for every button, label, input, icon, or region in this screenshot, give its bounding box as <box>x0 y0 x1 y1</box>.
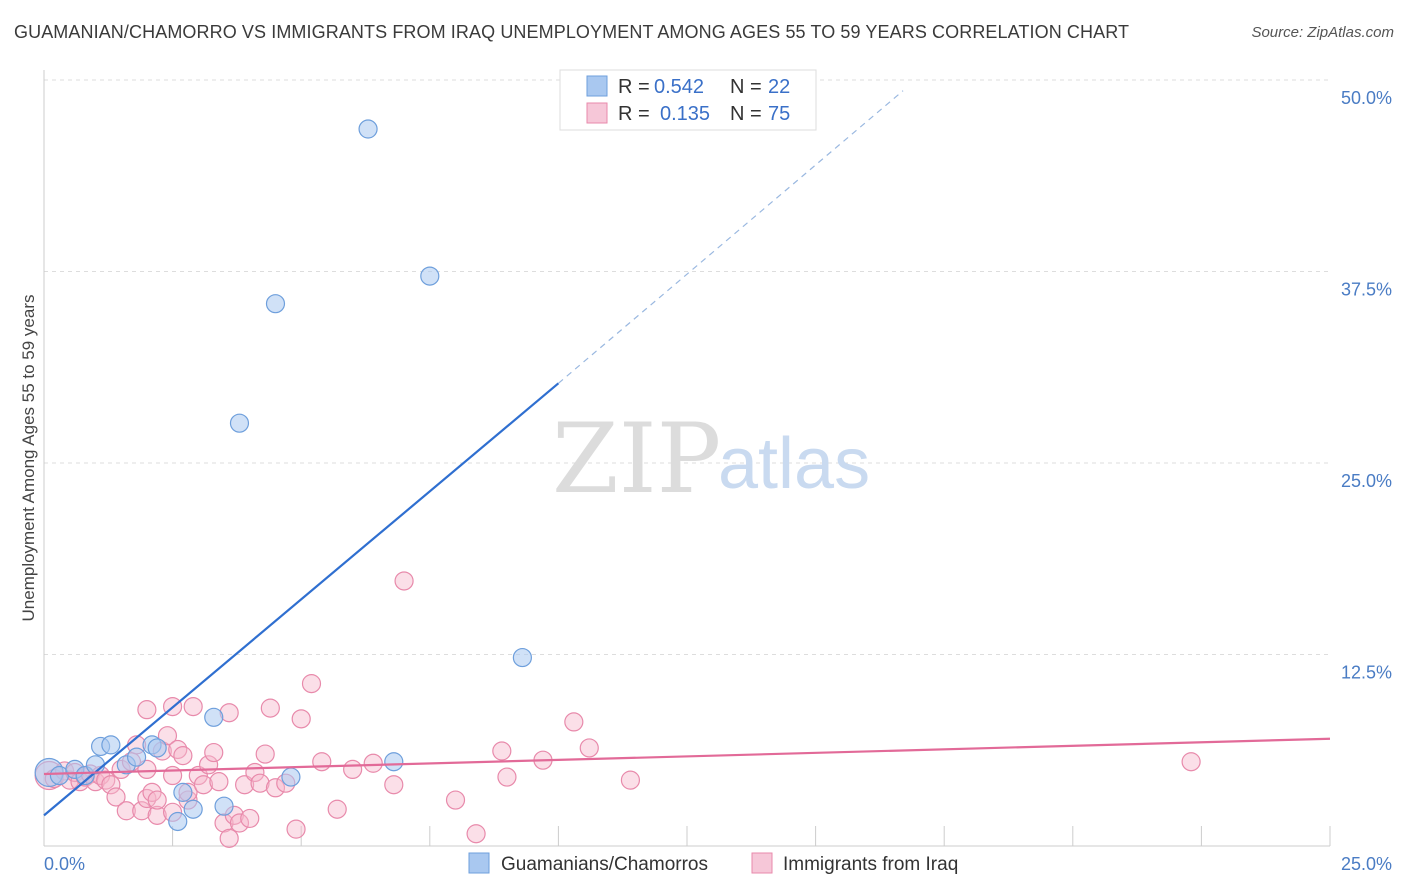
data-point-iraq <box>579 738 599 758</box>
data-point-guamanian <box>147 738 167 758</box>
legend-r-value-1: 0.542 <box>654 76 704 98</box>
legend-box: R = 0.542 N = 22 R = 0.135 N = 75 <box>559 69 817 131</box>
legend-n-value-1: 22 <box>768 76 790 98</box>
chart-title: GUAMANIAN/CHAMORRO VS IMMIGRANTS FROM IR… <box>14 22 1130 42</box>
data-point-iraq <box>466 824 486 844</box>
data-point-iraq <box>193 775 214 795</box>
bottom-legend: Guamanians/Chamorros Immigrants from Ira… <box>468 852 958 875</box>
data-point-iraq <box>116 801 136 821</box>
data-point-iraq <box>265 778 286 798</box>
series-guamanian-points <box>34 119 532 832</box>
data-point-guamanian <box>512 647 532 668</box>
data-point-iraq <box>312 752 332 772</box>
y-axis-title: Unemployment Among Ages 55 to 59 years <box>19 295 38 622</box>
legend-r-label-1: R = <box>618 76 650 98</box>
watermark-zip: ZIP <box>552 403 721 515</box>
legend-n-value-2: 75 <box>768 103 790 125</box>
data-point-guamanian <box>101 735 121 755</box>
data-point-iraq <box>147 805 167 825</box>
data-point-iraq <box>106 787 126 807</box>
data-point-guamanian <box>168 811 188 832</box>
legend-swatch-blue <box>586 75 608 97</box>
trend-line-iraq <box>43 737 1331 776</box>
data-point-iraq <box>343 759 363 780</box>
legend-n-label-2: N = <box>730 103 762 125</box>
x-tick-label-min: 0.0% <box>44 854 85 874</box>
data-point-iraq <box>363 753 383 773</box>
data-point-iraq <box>101 775 121 795</box>
data-point-guamanian <box>126 747 147 767</box>
data-point-iraq <box>137 759 157 780</box>
bottom-legend-swatch-pink <box>751 852 773 874</box>
data-point-iraq <box>564 712 584 732</box>
data-point-iraq <box>229 813 250 833</box>
data-point-iraq <box>132 801 152 821</box>
data-point-iraq <box>137 788 157 809</box>
legend-r-label-2: R = <box>618 103 650 125</box>
trend-line-guamanian-extension <box>558 90 904 384</box>
data-point-guamanian <box>183 799 203 819</box>
legend-r-value-2: 0.135 <box>660 103 710 125</box>
data-point-guamanian <box>204 707 224 727</box>
legend-swatch-pink <box>586 102 608 124</box>
x-tick-label-max: 25.0% <box>1341 854 1392 874</box>
data-point-iraq <box>394 571 414 591</box>
source-label: Source: ZipAtlas.com <box>1251 24 1394 41</box>
data-point-iraq <box>250 773 270 793</box>
trend-lines <box>43 90 1331 817</box>
data-point-iraq <box>620 770 641 790</box>
trend-line-guamanian <box>43 382 560 817</box>
y-tick-labels: 12.5% 25.0% 37.5% 50.0% <box>1341 88 1392 683</box>
bottom-legend-swatch-blue <box>468 852 490 874</box>
watermark-atlas: atlas <box>718 424 870 504</box>
legend-n-label-1: N = <box>730 76 762 98</box>
data-point-iraq <box>168 739 188 760</box>
data-point-iraq <box>204 742 224 763</box>
data-point-iraq <box>384 775 404 795</box>
data-point-iraq <box>147 790 167 810</box>
data-point-guamanian <box>384 752 404 772</box>
data-point-iraq <box>301 674 322 694</box>
x-tick-marks <box>43 826 1331 846</box>
data-point-iraq <box>240 808 260 829</box>
data-point-iraq <box>235 775 255 795</box>
y-tick-label: 25.0% <box>1341 471 1392 491</box>
data-point-guamanian <box>173 782 193 802</box>
bottom-legend-label-iraq: Immigrants from Iraq <box>783 854 958 875</box>
data-point-iraq <box>291 709 311 729</box>
data-point-iraq <box>209 772 229 792</box>
y-tick-label: 37.5% <box>1341 280 1392 300</box>
data-point-guamanian <box>265 294 286 314</box>
data-point-guamanian <box>358 119 378 139</box>
y-tick-label: 12.5% <box>1341 663 1392 683</box>
data-point-iraq <box>183 696 203 717</box>
data-point-guamanian <box>214 796 234 816</box>
data-point-guamanian <box>281 767 301 787</box>
data-point-iraq <box>327 799 347 819</box>
data-point-iraq <box>492 741 512 761</box>
y-tick-label: 50.0% <box>1341 88 1392 108</box>
data-point-guamanian <box>229 413 250 433</box>
data-point-guamanian <box>420 266 440 286</box>
bottom-legend-label-guamanian: Guamanians/Chamorros <box>501 854 708 875</box>
data-point-iraq <box>219 828 239 848</box>
data-point-iraq <box>286 819 306 839</box>
data-point-iraq <box>173 746 193 766</box>
data-point-iraq <box>497 767 517 787</box>
data-point-iraq <box>255 744 275 764</box>
grid <box>44 79 1330 655</box>
data-point-iraq <box>137 700 157 720</box>
data-point-iraq <box>260 698 280 718</box>
data-point-iraq <box>445 790 466 810</box>
data-point-iraq <box>1181 752 1201 772</box>
data-point-iraq <box>157 726 178 746</box>
